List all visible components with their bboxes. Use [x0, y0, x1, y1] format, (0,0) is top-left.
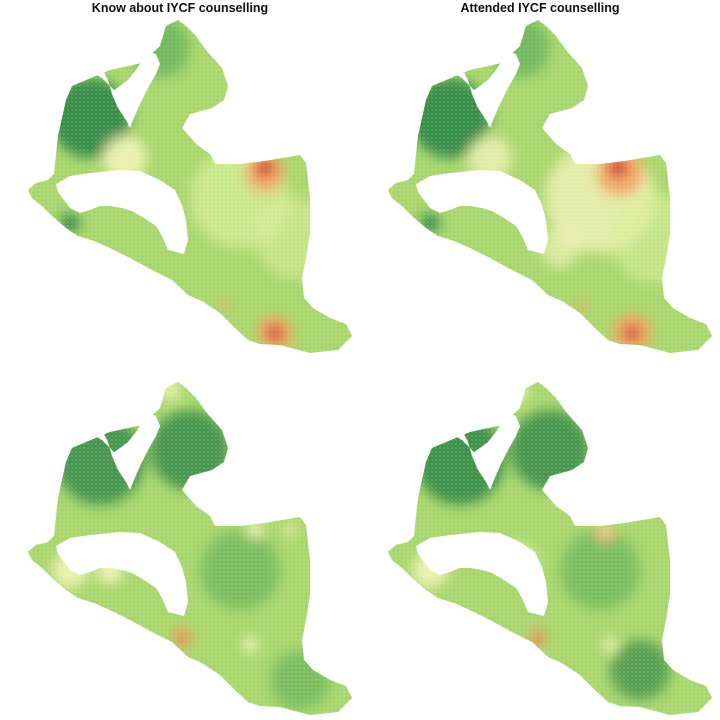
map-panel-top-left: [28, 20, 352, 353]
map-panel-bottom-left: [28, 382, 352, 715]
panel-title-right: Attended IYCF counselling: [460, 1, 620, 15]
map-panel-bottom-right: [388, 382, 712, 715]
panel-title-left: Know about IYCF counselling: [91, 1, 269, 15]
map-panels: [28, 20, 712, 715]
map-panel-top-right: [388, 20, 712, 353]
